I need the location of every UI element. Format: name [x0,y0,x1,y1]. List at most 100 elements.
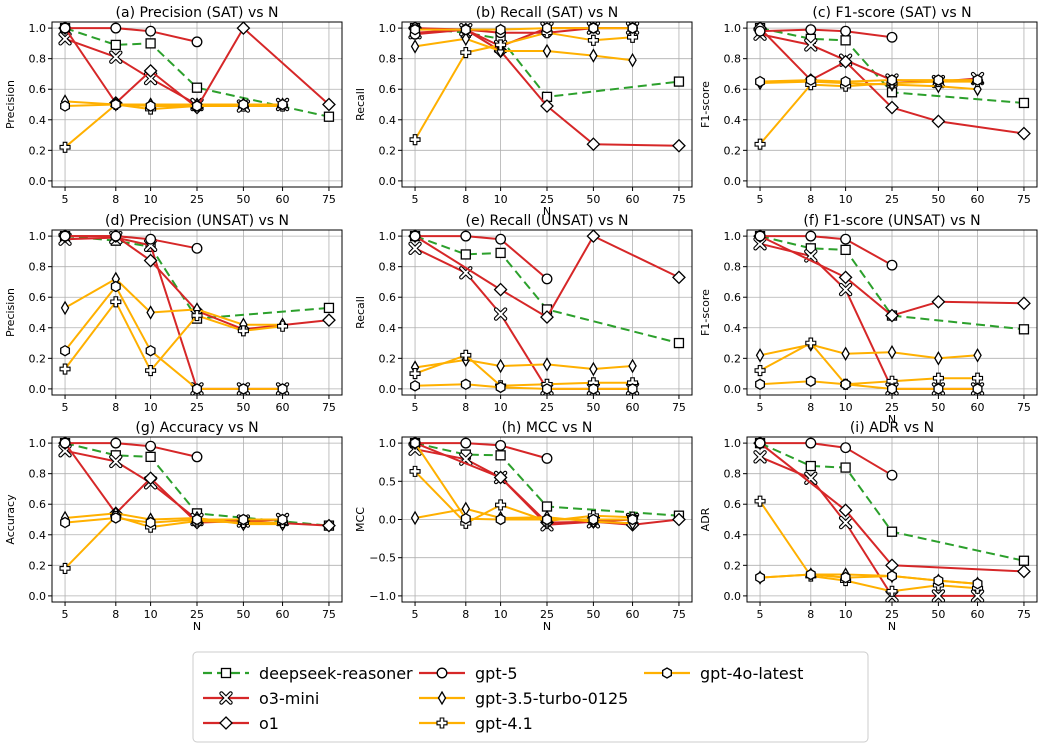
data-point [143,63,158,78]
data-point [838,515,853,530]
data-point [586,229,601,244]
y-tick-label: 0.8 [29,53,47,66]
x-tick-label: 10 [144,608,158,621]
legend-label: gpt-3.5-turbo-0125 [475,689,628,708]
legend-label: o1 [259,714,279,733]
data-point [59,230,71,242]
y-axis-label: Accuracy [4,494,17,545]
series-line [760,442,893,477]
data-point [109,50,123,64]
y-tick-label: 0.2 [29,144,47,157]
subplot-title: (c) F1-score (SAT) vs N [812,5,971,21]
data-point [885,308,899,323]
series-line [415,235,548,280]
series-gpt-4o-latest [755,74,983,88]
data-point [753,450,767,464]
series-line [64,236,283,390]
data-point [755,347,765,363]
data-point [972,383,983,395]
legend-marker [436,667,448,679]
data-point [110,98,121,111]
subplot-title: (a) Precision (SAT) vs N [116,5,279,21]
x-tick-label: 5 [62,193,69,206]
data-point [931,114,946,129]
x-tick-label: 25 [885,401,899,414]
subplot-title: (g) Accuracy vs N [135,420,258,436]
legend-label: deepseek-reasoner [259,664,413,683]
legend-entry-o1: o1 [203,714,279,733]
x-tick-label: 75 [672,401,686,414]
series-line [414,442,680,526]
data-point [277,98,288,111]
data-point [755,378,766,391]
subplot-f: 5 8 10 25 50 60 75 0.0 0.2 0.4 0.6 0.8 1.0 (f) F1-sco… [699,213,1038,426]
x-tick-label: 8 [807,193,814,206]
subplot-b: 5 8 10 25 50 60 75 0.0 0.2 0.4 0.6 0.8 1.0 (b) Recall… [354,5,693,218]
data-point [59,562,71,574]
series-line [65,442,198,458]
data-point [840,462,851,473]
series-o1 [408,229,686,325]
data-point [143,253,158,268]
x-tick-label: 5 [62,608,69,621]
y-tick-label: 0.8 [724,53,742,66]
series-line [415,442,548,460]
y-tick-label: 1.0 [29,22,47,35]
y-axis-label: ADR [699,507,712,531]
data-point [1018,324,1030,335]
data-point [495,247,506,259]
x-tick-label: 50 [931,401,945,414]
data-point [973,347,982,363]
series-line [759,455,978,597]
data-point [542,357,552,372]
x-tick-label: 75 [322,193,336,206]
subplot-title: (d) Precision (UNSAT) vs N [105,213,289,229]
x-tick-label: 8 [462,608,469,621]
data-point [933,574,944,587]
subplot-title: (i) ADR vs N [850,420,934,436]
y-tick-label: 0.8 [724,468,742,481]
subplot-h: 5 8 10 25 50 60 75 −1.0 −0.5 0.0 0.5 1.0 (h) MCC vs … [354,420,693,633]
data-point [322,313,336,328]
data-point [586,137,601,152]
x-tick-label: 5 [757,608,764,621]
series-line [759,343,978,360]
x-axis-label: N [543,620,551,633]
subplot-e: 5 8 10 25 50 60 75 0.0 0.2 0.4 0.6 0.8 1.0 (e) Recall… [354,213,693,414]
x-tick-label: 8 [112,193,119,206]
series-line [64,103,283,107]
data-point [322,518,336,533]
data-point [59,141,71,153]
data-point [145,516,156,529]
x-tick-label: 25 [885,608,899,621]
data-point [838,270,853,285]
data-point [973,81,982,97]
series-o3-mini [753,237,985,396]
data-point [191,310,203,322]
x-tick-label: 8 [112,608,119,621]
data-point [887,74,897,86]
x-tick-label: 10 [839,608,853,621]
legend-marker [437,690,447,706]
data-point [541,452,553,464]
y-tick-label: 0.4 [724,114,742,127]
y-tick-label: 0.6 [29,83,47,96]
data-point [933,383,944,395]
series-gpt-4o-latest [410,22,638,36]
data-point [237,325,249,337]
data-point [627,513,638,526]
y-tick-label: 0.4 [29,114,47,127]
y-tick-label: 1.0 [29,437,47,450]
series-line [64,285,283,390]
y-tick-label: 0.4 [724,322,742,335]
y-tick-label: 0.0 [724,175,742,188]
series-line [759,28,893,39]
x-tick-label: 5 [412,401,419,414]
data-point [672,138,686,153]
series-line [64,277,283,326]
data-point [192,513,202,526]
series-line [64,103,283,149]
y-tick-label: −1.0 [369,590,396,603]
data-point [493,470,508,485]
data-point [410,23,421,36]
